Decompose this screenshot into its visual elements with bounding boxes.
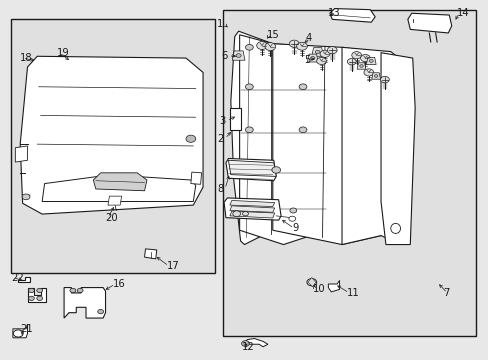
Circle shape bbox=[22, 194, 30, 200]
Text: 13: 13 bbox=[327, 8, 339, 18]
Text: 14: 14 bbox=[456, 8, 468, 18]
Circle shape bbox=[315, 50, 319, 54]
Polygon shape bbox=[229, 211, 274, 218]
Circle shape bbox=[256, 41, 267, 49]
Text: 20: 20 bbox=[105, 213, 118, 222]
Polygon shape bbox=[307, 54, 318, 62]
Circle shape bbox=[77, 288, 83, 293]
Circle shape bbox=[380, 76, 388, 83]
Text: 7: 7 bbox=[443, 288, 449, 298]
Polygon shape bbox=[328, 280, 339, 292]
Polygon shape bbox=[229, 108, 241, 130]
Circle shape bbox=[359, 65, 363, 67]
Text: 4: 4 bbox=[305, 33, 311, 43]
Text: 10: 10 bbox=[312, 284, 325, 294]
Text: 15: 15 bbox=[266, 30, 279, 40]
Circle shape bbox=[245, 127, 253, 133]
Polygon shape bbox=[341, 47, 409, 244]
Polygon shape bbox=[13, 324, 27, 338]
Polygon shape bbox=[64, 288, 105, 318]
Circle shape bbox=[289, 40, 299, 47]
Text: 8: 8 bbox=[217, 184, 224, 194]
Circle shape bbox=[245, 84, 253, 90]
Circle shape bbox=[242, 212, 248, 216]
Circle shape bbox=[289, 208, 296, 213]
Circle shape bbox=[37, 296, 42, 301]
Polygon shape bbox=[307, 278, 315, 287]
Circle shape bbox=[306, 279, 316, 286]
Text: 6: 6 bbox=[221, 51, 227, 61]
Polygon shape bbox=[366, 57, 375, 64]
Polygon shape bbox=[229, 206, 274, 212]
Circle shape bbox=[241, 341, 249, 346]
Circle shape bbox=[37, 288, 42, 293]
Circle shape bbox=[296, 42, 307, 50]
Polygon shape bbox=[20, 56, 203, 214]
Polygon shape bbox=[407, 13, 451, 33]
Text: 21: 21 bbox=[20, 324, 33, 334]
Polygon shape bbox=[190, 172, 201, 184]
Circle shape bbox=[245, 44, 253, 50]
Text: 1: 1 bbox=[217, 19, 223, 29]
Text: 16: 16 bbox=[113, 279, 125, 289]
Circle shape bbox=[368, 59, 372, 62]
Text: 18: 18 bbox=[20, 53, 33, 63]
Text: 22: 22 bbox=[11, 273, 24, 283]
Circle shape bbox=[13, 330, 23, 337]
Circle shape bbox=[288, 216, 295, 221]
Circle shape bbox=[327, 46, 336, 54]
Text: 12: 12 bbox=[242, 342, 254, 352]
Circle shape bbox=[316, 57, 326, 64]
Text: 17: 17 bbox=[166, 261, 179, 271]
Circle shape bbox=[351, 51, 361, 59]
Circle shape bbox=[264, 42, 275, 50]
Text: 2: 2 bbox=[217, 134, 224, 144]
Polygon shape bbox=[15, 146, 27, 162]
Circle shape bbox=[363, 69, 373, 76]
Bar bbox=[11, 19, 215, 273]
Polygon shape bbox=[224, 198, 281, 220]
Circle shape bbox=[98, 310, 103, 314]
Ellipse shape bbox=[390, 224, 400, 233]
Circle shape bbox=[271, 167, 280, 173]
Polygon shape bbox=[228, 160, 276, 176]
Circle shape bbox=[299, 84, 306, 90]
Circle shape bbox=[360, 54, 369, 62]
Circle shape bbox=[299, 127, 306, 133]
Polygon shape bbox=[232, 51, 244, 60]
Bar bbox=[222, 10, 475, 336]
Circle shape bbox=[310, 57, 314, 60]
Polygon shape bbox=[356, 63, 365, 69]
Polygon shape bbox=[239, 35, 327, 244]
Polygon shape bbox=[229, 201, 274, 207]
Polygon shape bbox=[371, 73, 380, 79]
Text: 9: 9 bbox=[292, 224, 298, 233]
Circle shape bbox=[374, 75, 377, 77]
Polygon shape bbox=[380, 53, 414, 244]
Polygon shape bbox=[93, 173, 147, 191]
Text: 11: 11 bbox=[346, 288, 359, 298]
Polygon shape bbox=[144, 249, 157, 259]
Circle shape bbox=[28, 296, 34, 301]
Polygon shape bbox=[243, 338, 267, 347]
Text: 3: 3 bbox=[219, 116, 225, 126]
Circle shape bbox=[70, 288, 76, 293]
Polygon shape bbox=[27, 288, 45, 302]
Circle shape bbox=[232, 211, 240, 217]
Text: 19: 19 bbox=[57, 48, 69, 58]
Polygon shape bbox=[311, 48, 323, 56]
Polygon shape bbox=[225, 158, 276, 181]
Circle shape bbox=[320, 50, 329, 57]
Polygon shape bbox=[329, 9, 374, 22]
Polygon shape bbox=[230, 31, 272, 244]
Circle shape bbox=[28, 288, 34, 293]
Polygon shape bbox=[272, 44, 380, 244]
Circle shape bbox=[346, 58, 355, 65]
Polygon shape bbox=[42, 176, 195, 202]
Polygon shape bbox=[18, 277, 30, 282]
Circle shape bbox=[236, 54, 241, 58]
Text: 5: 5 bbox=[304, 55, 310, 65]
Circle shape bbox=[185, 135, 195, 142]
Polygon shape bbox=[108, 196, 122, 205]
